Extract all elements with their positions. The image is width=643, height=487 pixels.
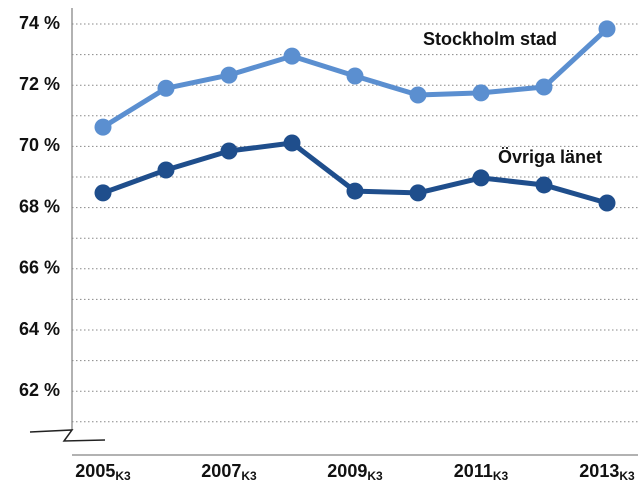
data-point (409, 86, 427, 104)
series-label: Stockholm stad (423, 29, 557, 49)
x-tick-suffix: K3 (241, 469, 257, 483)
data-point (472, 169, 490, 187)
data-point (346, 67, 364, 85)
x-tick-year: 2011 (454, 461, 493, 481)
x-tick-year: 2005 (75, 461, 115, 481)
y-tick-label: 64 % (19, 319, 60, 339)
x-tick-label: 2011K3 (454, 461, 509, 483)
data-point (157, 161, 175, 179)
y-tick-label: 72 % (19, 74, 60, 94)
data-point (157, 79, 175, 97)
y-tick-label: 62 % (19, 380, 60, 400)
x-tick-suffix: K3 (115, 469, 131, 483)
x-tick-label: 2007K3 (201, 461, 257, 483)
data-point (220, 66, 238, 84)
data-point (220, 142, 238, 160)
x-tick-year: 2013 (579, 461, 619, 481)
data-point (598, 194, 616, 212)
data-point (409, 184, 427, 202)
x-tick-suffix: K3 (493, 469, 509, 483)
data-point (283, 134, 301, 152)
data-point (283, 47, 301, 65)
y-tick-label: 74 % (19, 13, 60, 33)
data-point (94, 184, 112, 202)
data-point (535, 78, 553, 96)
x-tick-label: 2013K3 (579, 461, 635, 483)
y-tick-label: 68 % (19, 196, 60, 216)
data-point (535, 176, 553, 194)
series-label: Övriga länet (498, 147, 602, 167)
x-tick-year: 2007 (201, 461, 241, 481)
data-point (598, 20, 616, 38)
x-tick-label: 2005K3 (75, 461, 131, 483)
data-point (94, 118, 112, 136)
x-tick-label: 2009K3 (327, 461, 383, 483)
axis-break (29, 429, 106, 442)
x-tick-suffix: K3 (619, 469, 635, 483)
x-tick-suffix: K3 (367, 469, 383, 483)
data-point (472, 84, 490, 102)
y-tick-label: 66 % (19, 258, 60, 278)
data-point (346, 182, 364, 200)
x-tick-year: 2009 (327, 461, 367, 481)
y-tick-label: 70 % (19, 135, 60, 155)
